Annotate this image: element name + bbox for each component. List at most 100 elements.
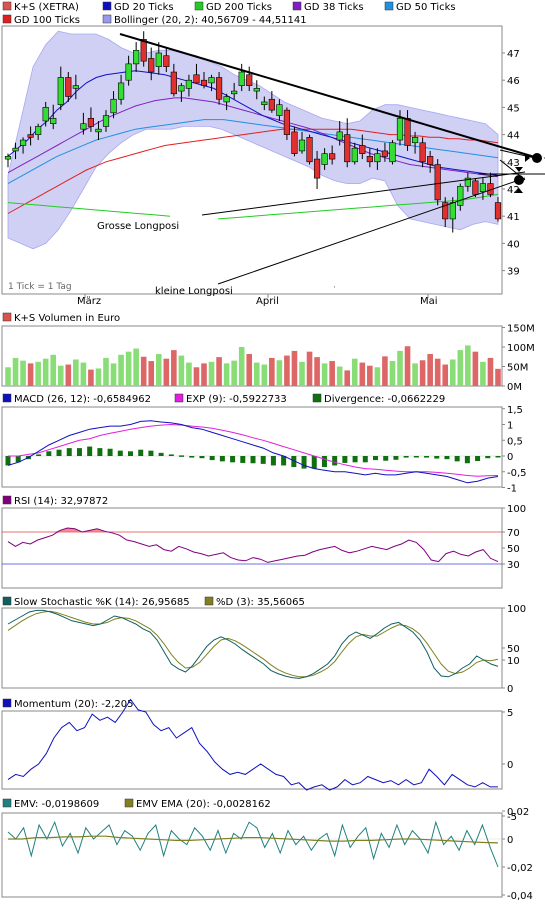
candle-body-25 <box>193 74 200 84</box>
macd-divergence-bar-44 <box>454 456 460 462</box>
volume-bar-48 <box>367 365 373 386</box>
macd-divergence-bar-38 <box>393 456 399 460</box>
candle-body-22 <box>170 71 177 95</box>
candle-body-11 <box>87 117 95 127</box>
volume-bar-55 <box>419 360 426 386</box>
volume-bar-47 <box>359 362 366 386</box>
macd-divergence-bar-32 <box>332 456 338 466</box>
price-legend-a-swatch-3 <box>292 1 302 11</box>
volume-bar-59 <box>449 359 456 386</box>
macd-divergence-bar-10 <box>107 448 113 456</box>
annotation-grosse-longposi: Grosse Longposi <box>97 221 179 232</box>
candle-body-61 <box>464 177 471 187</box>
rsi-y-tick-2: 50 <box>507 544 520 555</box>
price-legend-a-swatch-1 <box>102 1 112 11</box>
volume-bar-53 <box>404 346 411 386</box>
volume-bar-65 <box>495 368 501 386</box>
volume-bar-28 <box>216 357 222 386</box>
volume-bar-27 <box>208 361 215 386</box>
macd-legend-swatch-1 <box>174 393 184 403</box>
macd-divergence-bar-36 <box>373 456 378 461</box>
macd-divergence-bar-29 <box>301 456 307 469</box>
volume-bar-19 <box>148 361 155 386</box>
macd-divergence-bar-34 <box>352 456 358 463</box>
macd-divergence-bar-37 <box>383 456 389 461</box>
emv-legend-swatch-0 <box>2 798 12 808</box>
volume-bar-12 <box>95 368 102 386</box>
momentum-y-tick-3: -5 <box>507 812 517 823</box>
gd50-line <box>7 119 499 185</box>
emv-plot <box>2 820 502 868</box>
macd-divergence-bar-8 <box>87 446 93 456</box>
rsi-plot <box>2 527 502 565</box>
macd-divergence-bar-4 <box>46 451 52 456</box>
candle-body-9 <box>72 85 79 89</box>
macd-divergence-bar-9 <box>97 448 103 456</box>
volume-bar-43 <box>329 361 335 386</box>
candle-body-4 <box>35 126 42 135</box>
volume-bar-46 <box>351 358 358 386</box>
candle-body-65 <box>494 202 502 220</box>
macd-panel: MACD (26, 12): -0,6584962 EXP (9): -0,592… <box>1 393 527 495</box>
volume-bar-8 <box>65 364 72 386</box>
macd-divergence-bar-21 <box>219 456 225 462</box>
candle-body-36 <box>276 104 283 116</box>
gd100-line <box>7 128 499 214</box>
volume-bar-13 <box>103 357 109 386</box>
stochastic-y-tick-2: 0 <box>507 684 513 695</box>
candle-body-59 <box>449 202 456 220</box>
volume-bar-2 <box>20 360 26 386</box>
stochastic-y-tick-1: 50 <box>507 644 520 655</box>
volume-bar-32 <box>246 354 253 386</box>
price-legend-b-swatch-0 <box>2 14 12 24</box>
stochastic-y-axis: 100 50 0 <box>502 604 526 695</box>
price-y-axis: 47 46 45 44 43 42 41 40 39 <box>502 49 520 278</box>
volume-bar-7 <box>57 365 64 386</box>
volume-y-tick-3: 0M <box>507 382 522 393</box>
stochastic-panel-frame <box>1 607 503 689</box>
volume-bar-6 <box>50 354 57 386</box>
candle-body-29 <box>223 96 230 103</box>
price-y-tick-8: 39 <box>507 267 520 278</box>
rsi-y-tick-1: 70 <box>507 528 520 539</box>
emv-y-tick-2: -0,02 <box>507 863 533 874</box>
stochastic-legend-swatch-1 <box>204 596 214 606</box>
candle-body-16 <box>125 63 132 81</box>
candle-body-40 <box>306 137 313 163</box>
macd-y-tick-2: 0,5 <box>507 436 523 447</box>
macd-divergence-bar-46 <box>475 456 481 462</box>
candle-body-27 <box>208 77 215 84</box>
price-legend-b-label-0: GD 100 Ticks <box>14 15 80 26</box>
volume-bar-56 <box>427 354 433 386</box>
gd200-line-b <box>217 193 499 220</box>
momentum-plot <box>7 698 498 791</box>
candle-body-56 <box>427 156 434 165</box>
macd-y-tick-0: 1,5 <box>507 405 523 416</box>
stochastic-y-tick-0: 100 <box>507 604 526 615</box>
candle-body-14 <box>110 98 117 114</box>
volume-bar-51 <box>389 361 396 386</box>
volume-bar-39 <box>299 361 305 386</box>
candle-body-20 <box>155 52 162 67</box>
annotation-dash: · <box>333 283 336 293</box>
macd-y-tick-1: 1 <box>507 421 513 432</box>
candle-body-17 <box>133 49 140 65</box>
rsi-y-tick-3: 30 <box>507 560 520 571</box>
volume-bar-35 <box>269 357 275 386</box>
stochastic-plot <box>7 609 499 679</box>
volume-y-tick-0: 150M <box>507 324 535 335</box>
momentum-legend-swatch <box>2 698 12 708</box>
price-legend-a-label-4: GD 50 Ticks <box>396 2 456 13</box>
macd-y-axis: 1,5 1 0,5 0 -0,5 -1 <box>502 405 527 495</box>
volume-bar-21 <box>163 358 170 386</box>
volume-bar-41 <box>314 357 320 386</box>
candle-body-52 <box>396 117 404 141</box>
price-y-tick-3: 44 <box>507 131 520 142</box>
macd-divergence-bar-35 <box>362 456 368 463</box>
candle-body-24 <box>185 79 193 89</box>
candle-body-54 <box>411 137 419 144</box>
emv-line <box>7 820 499 868</box>
gd20-line <box>7 70 499 176</box>
marker-arrow-1 <box>525 154 545 162</box>
macd-divergence-bar-23 <box>240 456 246 463</box>
